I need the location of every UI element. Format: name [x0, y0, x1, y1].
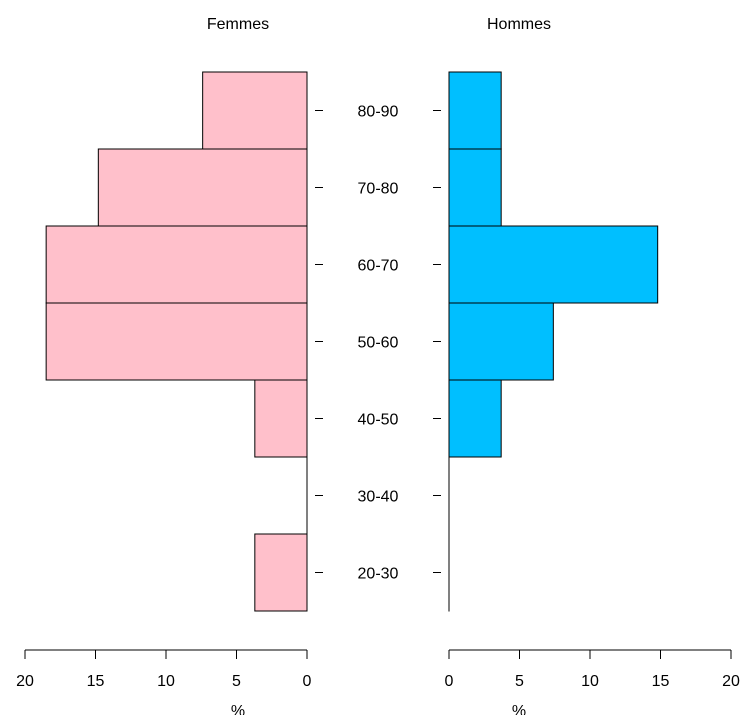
right-x-tick-label: 10	[581, 673, 599, 690]
right-x-tick-label: 15	[652, 673, 670, 690]
left-x-tick-label: 5	[232, 673, 241, 690]
bar-femmes-60-70	[45, 225, 308, 304]
bar-femmes-40-50	[254, 379, 308, 458]
right-bars	[448, 71, 659, 612]
left-x-tick-label: 15	[87, 673, 105, 690]
left-panel-title: Femmes	[207, 16, 269, 33]
category-label: 80-90	[358, 104, 399, 121]
category-label: 30-40	[358, 489, 399, 506]
right-panel-title: Hommes	[487, 16, 551, 33]
category-label: 50-60	[358, 335, 399, 352]
bar-femmes-50-60	[45, 302, 308, 381]
right-x-tick-label: 0	[445, 673, 454, 690]
left-x-axis: 0 5 10 15 20	[16, 649, 312, 690]
right-x-tick-label: 20	[722, 673, 740, 690]
category-label: 70-80	[358, 181, 399, 198]
left-x-tick-label: 0	[303, 673, 312, 690]
left-bars	[45, 71, 308, 612]
category-label: 20-30	[358, 566, 399, 583]
bar-hommes-80-90	[448, 71, 502, 150]
right-x-axis-label: %	[512, 703, 526, 715]
right-x-tick-label: 5	[515, 673, 524, 690]
right-x-axis: 0 5 10 15 20	[445, 649, 740, 690]
bar-femmes-80-90	[202, 71, 308, 150]
category-label: 60-70	[358, 258, 399, 275]
bar-hommes-50-60	[448, 302, 554, 381]
category-label: 40-50	[358, 412, 399, 429]
bar-hommes-60-70	[448, 225, 659, 304]
bar-femmes-70-80	[97, 148, 308, 227]
bar-hommes-40-50	[448, 379, 502, 458]
left-x-axis-label: %	[231, 703, 245, 715]
bar-femmes-20-30	[254, 533, 308, 612]
left-x-tick-label: 20	[16, 673, 34, 690]
category-axis: 20-30 30-40 40-50 50-60 60-70 70-80 80-90	[315, 104, 441, 583]
bar-hommes-70-80	[448, 148, 502, 227]
left-x-tick-label: 10	[157, 673, 175, 690]
